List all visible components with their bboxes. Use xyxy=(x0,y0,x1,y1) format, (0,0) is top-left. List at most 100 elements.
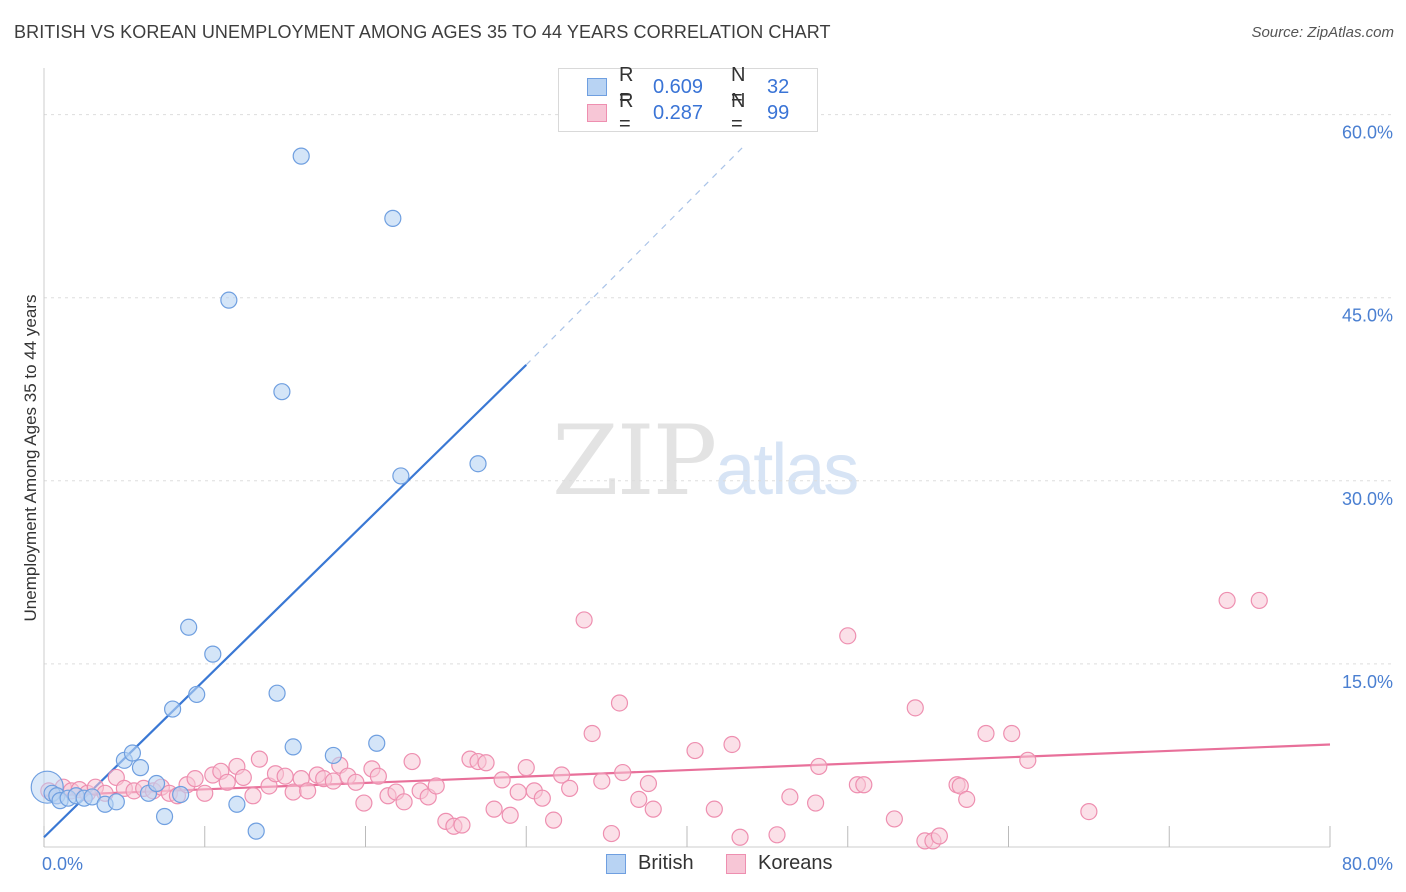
koreans-point xyxy=(575,611,593,629)
koreans-point xyxy=(218,773,236,791)
x-tick-label: 0.0% xyxy=(42,854,83,874)
koreans-point xyxy=(906,699,924,717)
koreans-n-label: N = xyxy=(731,90,746,135)
legend-item-koreans[interactable]: Koreans xyxy=(726,852,833,875)
koreans-point xyxy=(610,694,629,712)
koreans-point xyxy=(806,794,825,812)
koreans-point xyxy=(705,800,723,818)
koreans-point xyxy=(602,824,621,843)
series-legend: British Koreans xyxy=(0,852,1406,878)
british-point xyxy=(172,785,190,804)
legend-item-british[interactable]: British xyxy=(606,852,694,875)
koreans-legend-label: Koreans xyxy=(758,852,833,874)
british-point xyxy=(368,734,386,752)
british-point xyxy=(469,455,487,473)
koreans-point xyxy=(630,790,648,808)
koreans-point xyxy=(347,773,365,791)
koreans-point xyxy=(299,782,317,800)
british-trend-line xyxy=(43,364,528,839)
koreans-point xyxy=(644,800,662,818)
grid-lines xyxy=(44,114,1392,665)
koreans-point xyxy=(501,806,519,824)
koreans-point xyxy=(544,811,563,829)
koreans-point xyxy=(977,724,995,743)
koreans-point xyxy=(614,763,632,782)
chart-title: BRITISH VS KOREAN UNEMPLOYMENT AMONG AGE… xyxy=(14,22,831,42)
koreans-point xyxy=(781,788,799,806)
british-point xyxy=(384,209,402,227)
koreans-point xyxy=(355,794,373,812)
koreans-r-label: R = xyxy=(619,90,634,135)
british-r-value: 0.609 xyxy=(653,75,704,98)
koreans-point xyxy=(517,759,535,777)
axes xyxy=(43,68,1331,848)
british-point xyxy=(204,645,222,663)
koreans-n-value: 99 xyxy=(767,101,790,124)
y-tick-label: 45.0% xyxy=(1342,306,1393,326)
koreans-r-value: 0.287 xyxy=(653,101,704,124)
koreans-point xyxy=(395,793,413,811)
koreans-point xyxy=(485,800,503,818)
koreans-point xyxy=(1019,751,1037,769)
koreans-point xyxy=(686,741,704,760)
koreans-point xyxy=(509,783,527,801)
koreans-point xyxy=(958,790,976,808)
koreans-swatch xyxy=(587,104,607,122)
koreans-legend-swatch xyxy=(726,853,746,874)
british-n-label: N = xyxy=(731,64,746,109)
correlation-legend: R = 0.609 N = 32 R = 0.287 N = 99 xyxy=(558,64,818,135)
trend-lines xyxy=(43,144,1331,839)
british-point xyxy=(247,822,265,840)
y-tick-label: 60.0% xyxy=(1342,123,1393,143)
y-tick-label: 30.0% xyxy=(1342,489,1393,509)
british-point xyxy=(131,759,150,777)
y-tick-label: 15.0% xyxy=(1342,672,1393,692)
koreans-point xyxy=(276,767,294,785)
koreans-point xyxy=(186,770,204,788)
koreans-point xyxy=(453,816,471,834)
koreans-point xyxy=(731,828,749,846)
british-swatch xyxy=(587,78,607,96)
british-point xyxy=(123,744,142,762)
koreans-point xyxy=(477,754,495,772)
british-point xyxy=(284,738,302,756)
british-point xyxy=(164,700,182,718)
british-point xyxy=(220,291,238,309)
koreans-point xyxy=(250,750,269,768)
british-point xyxy=(180,618,198,636)
british-legend-label: British xyxy=(638,852,694,874)
tick-labels: 15.0% 30.0% 45.0% 60.0% 0.0% 80.0% xyxy=(42,123,1393,874)
british-point xyxy=(292,147,310,165)
british-legend-swatch xyxy=(606,853,626,874)
british-point xyxy=(188,685,206,704)
british-point xyxy=(155,807,174,826)
british-points xyxy=(30,147,487,840)
british-point xyxy=(107,793,125,811)
koreans-point xyxy=(1080,803,1098,821)
koreans-point xyxy=(593,772,611,790)
british-r-label: R = xyxy=(619,64,634,109)
watermark-zip: ZIP xyxy=(552,405,717,517)
british-point xyxy=(273,383,291,401)
source-label: Source: ZipAtlas.com xyxy=(1251,24,1394,41)
x-tick-label: 80.0% xyxy=(1342,854,1393,874)
y-axis-label: Unemployment Among Ages 35 to 44 years xyxy=(21,295,40,622)
koreans-point xyxy=(839,627,857,645)
british-point xyxy=(324,746,342,765)
koreans-point xyxy=(855,776,873,794)
koreans-point xyxy=(885,810,903,828)
koreans-point xyxy=(810,757,828,776)
koreans-point xyxy=(553,766,571,784)
koreans-point xyxy=(244,787,262,805)
koreans-point xyxy=(196,784,214,802)
watermark-atlas: atlas xyxy=(715,430,859,510)
koreans-point xyxy=(1250,591,1268,610)
koreans-trend-line xyxy=(43,743,1331,797)
british-point xyxy=(392,467,410,485)
koreans-point xyxy=(493,771,511,789)
koreans-point xyxy=(1218,591,1236,610)
koreans-point xyxy=(403,752,421,771)
koreans-point xyxy=(639,774,658,793)
koreans-point xyxy=(723,735,741,754)
